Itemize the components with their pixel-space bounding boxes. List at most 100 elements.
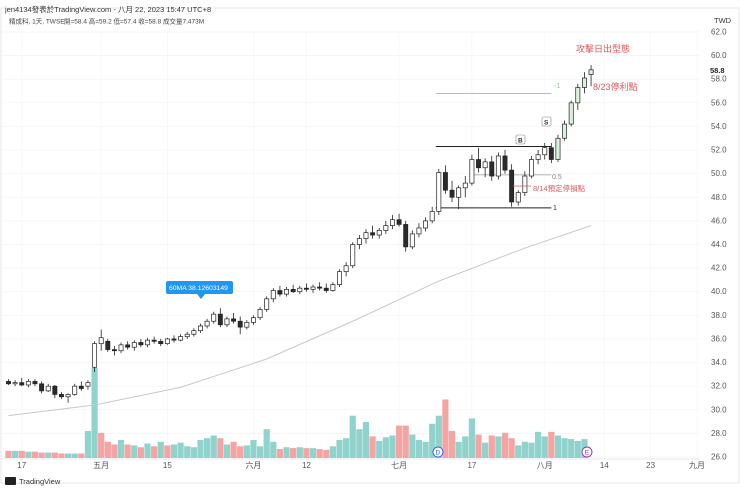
volume-bar: [164, 445, 171, 458]
price-tick-label: 52.0: [711, 146, 727, 155]
candle: [19, 377, 25, 387]
candle-body: [131, 342, 137, 348]
candle-body: [270, 290, 276, 300]
candle: [52, 384, 58, 398]
candle: [317, 282, 323, 291]
volume-bar: [415, 440, 423, 458]
volume-bar: [64, 453, 72, 458]
volume-bar: [468, 418, 475, 458]
candle-body: [138, 342, 144, 346]
candle: [59, 392, 64, 400]
candle-body: [317, 286, 323, 289]
candle: [45, 383, 51, 393]
volume-marker-e[interactable]: E: [581, 446, 593, 458]
volume-marker-d-circle: [432, 446, 444, 458]
candle-body: [19, 382, 25, 386]
candle: [343, 262, 349, 277]
candle: [145, 337, 150, 348]
volume-bar: [25, 451, 32, 458]
candle: [85, 380, 91, 390]
candle-body: [343, 265, 349, 273]
volume-marker-e-label: E: [585, 450, 590, 457]
candle: [39, 381, 45, 394]
ma60-line: [8, 225, 592, 417]
candle: [535, 150, 541, 165]
tradingview-logo[interactable]: TradingView: [5, 477, 61, 486]
candle-body: [164, 338, 170, 345]
candle: [442, 165, 448, 194]
volume-bar: [395, 425, 403, 458]
volume-bar: [217, 438, 224, 458]
volume-bar: [230, 441, 237, 458]
volume-bar: [190, 447, 197, 458]
stop-loss-annotation: 8/14預定停損點: [533, 183, 586, 193]
price-tick-label: 30.0: [711, 405, 727, 414]
candle: [303, 283, 309, 292]
candle: [489, 155, 495, 181]
candle-body: [489, 161, 495, 177]
candle: [456, 185, 462, 210]
candle-body: [542, 147, 548, 156]
volume-bar: [561, 438, 568, 458]
candle: [588, 65, 594, 87]
volume-marker-d-label: D: [436, 450, 441, 457]
candle: [323, 283, 329, 293]
time-tick-label: 23: [646, 461, 655, 470]
buy-marker[interactable]: B: [515, 134, 526, 145]
volume-bar: [71, 453, 78, 458]
candle: [390, 214, 395, 230]
volume-bar: [515, 445, 522, 458]
candle-body: [111, 349, 117, 352]
candle-body: [568, 102, 574, 125]
ma-tooltip-box: [166, 281, 233, 294]
candle-body: [39, 383, 45, 392]
candle-body: [204, 320, 210, 327]
fib-mid-label: 0.5: [552, 174, 562, 181]
candle: [529, 155, 534, 179]
volume-bar: [256, 446, 264, 458]
sell-marker[interactable]: S: [541, 116, 552, 127]
candle-body: [310, 286, 316, 290]
candle: [164, 337, 170, 345]
volume-bar: [78, 453, 85, 458]
volume-bar: [409, 434, 416, 458]
candle: [290, 284, 296, 293]
candle-body: [98, 337, 104, 345]
candle-body: [6, 381, 11, 385]
candle-body: [356, 238, 362, 245]
candle-body: [297, 287, 303, 293]
sell-marker-box: [541, 116, 552, 127]
candle-body: [25, 381, 31, 386]
volume-bar: [343, 438, 350, 458]
candle: [92, 341, 98, 372]
volume-bar: [5, 450, 12, 458]
volume-bar: [111, 444, 118, 458]
volume-bar: [448, 431, 456, 458]
candle-body: [535, 154, 541, 160]
candle-body: [211, 313, 217, 322]
volume-bar: [124, 444, 131, 458]
volume-bar: [475, 434, 482, 458]
price-axis: 62.0 60.0 58.0 56.0 54.0 52.0 50.0 48.0 46.0 44.0…: [711, 28, 727, 462]
candle-body: [449, 189, 455, 198]
volume-bar: [389, 435, 396, 458]
currency-badge[interactable]: TWD: [714, 16, 732, 25]
volume-bar: [462, 436, 469, 458]
volume-marker-d[interactable]: D: [432, 446, 444, 458]
candle-body: [469, 159, 475, 184]
volume-bar: [482, 442, 489, 458]
candle-body: [383, 225, 389, 231]
candle: [581, 72, 587, 94]
candle: [118, 342, 124, 354]
volume-bar: [349, 415, 356, 458]
candle: [138, 338, 144, 348]
candle-body: [224, 318, 230, 326]
volume-bar: [12, 450, 19, 458]
volume-bar: [554, 435, 562, 458]
candles: [6, 65, 594, 403]
volume-bar: [296, 447, 303, 458]
volume-bar: [501, 432, 509, 458]
time-tick-label: 17: [17, 461, 26, 470]
candle-body: [178, 336, 184, 341]
